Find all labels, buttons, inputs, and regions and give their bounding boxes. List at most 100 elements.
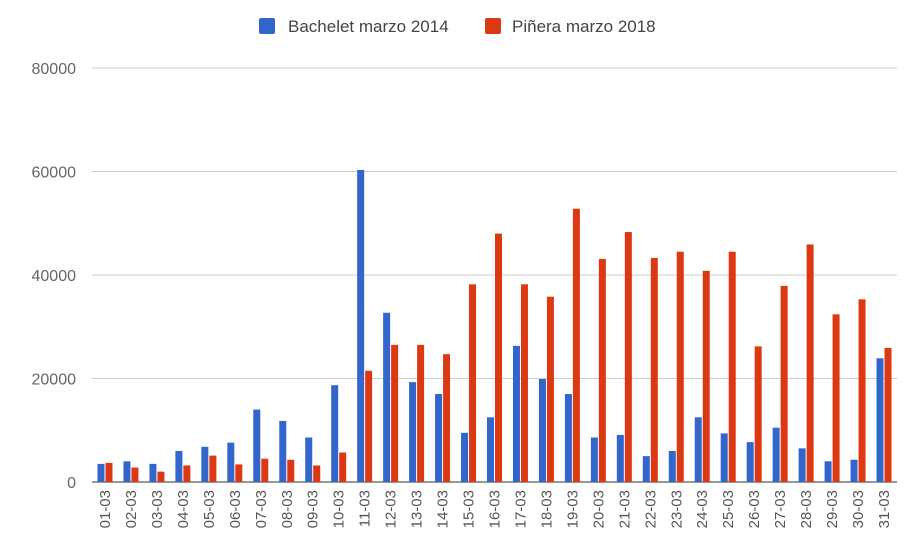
x-tick-label: 08-03 bbox=[279, 490, 296, 528]
x-tick-label: 02-03 bbox=[123, 490, 140, 528]
bar-bachelet-18-03 bbox=[538, 379, 546, 482]
bar-bachelet-16-03 bbox=[487, 417, 494, 482]
y-axis-ticks: 0 20000 40000 60000 80000 bbox=[32, 61, 77, 492]
legend: Bachelet marzo 2014 Piñera marzo 2018 bbox=[259, 17, 656, 36]
bar-bachelet-05-03 bbox=[201, 446, 209, 482]
x-tick-label: 15-03 bbox=[461, 490, 478, 528]
bar-bachelet-26-03 bbox=[746, 442, 754, 482]
legend-label-bachelet: Bachelet marzo 2014 bbox=[288, 17, 449, 36]
bar-bachelet-30-03 bbox=[850, 459, 858, 482]
bar-bachelet-12-03 bbox=[383, 312, 391, 482]
bar-pinera-12-03 bbox=[391, 344, 399, 482]
bar-pinera-28-03 bbox=[806, 244, 814, 482]
legend-label-pinera: Piñera marzo 2018 bbox=[512, 17, 656, 36]
bar-bachelet-10-03 bbox=[331, 385, 339, 482]
x-tick-label: 24-03 bbox=[694, 490, 711, 528]
bar-bachelet-04-03 bbox=[175, 450, 183, 482]
bar-pinera-31-03 bbox=[884, 347, 892, 482]
bar-bachelet-07-03 bbox=[253, 409, 261, 482]
x-tick-label: 14-03 bbox=[435, 490, 452, 528]
bar-pinera-08-03 bbox=[287, 459, 295, 482]
x-tick-label: 18-03 bbox=[538, 490, 555, 528]
legend-swatch-bachelet bbox=[259, 18, 275, 34]
bar-bachelet-20-03 bbox=[590, 437, 598, 482]
bar-pinera-17-03 bbox=[520, 284, 528, 482]
bar-bachelet-21-03 bbox=[616, 434, 624, 482]
x-tick-label: 04-03 bbox=[175, 490, 192, 528]
x-tick-label: 05-03 bbox=[201, 490, 218, 528]
y-tick-label: 0 bbox=[67, 475, 76, 492]
bar-bachelet-29-03 bbox=[824, 461, 832, 482]
bar-bachelet-06-03 bbox=[227, 442, 235, 482]
x-tick-label: 27-03 bbox=[772, 490, 789, 528]
x-tick-label: 23-03 bbox=[668, 490, 685, 528]
x-tick-label: 31-03 bbox=[876, 490, 893, 528]
x-tick-label: 17-03 bbox=[512, 490, 529, 528]
y-tick-label: 80000 bbox=[32, 61, 77, 78]
bar-pinera-29-03 bbox=[832, 314, 840, 482]
bar-pinera-19-03 bbox=[572, 208, 580, 482]
bar-bachelet-01-03 bbox=[97, 463, 105, 482]
bar-bachelet-02-03 bbox=[123, 461, 131, 482]
bar-pinera-15-03 bbox=[469, 284, 477, 482]
y-tick-label: 40000 bbox=[32, 268, 77, 285]
x-tick-label: 30-03 bbox=[850, 490, 867, 528]
x-tick-label: 10-03 bbox=[331, 490, 348, 528]
bar-bachelet-11-03 bbox=[357, 169, 365, 482]
bar-pinera-09-03 bbox=[313, 465, 321, 482]
bar-pinera-22-03 bbox=[650, 257, 658, 482]
bar-bachelet-19-03 bbox=[564, 394, 572, 482]
bar-pinera-16-03 bbox=[495, 233, 502, 482]
x-tick-label: 12-03 bbox=[383, 490, 400, 528]
bar-pinera-26-03 bbox=[754, 346, 762, 482]
bar-bachelet-14-03 bbox=[435, 394, 443, 482]
bar-bachelet-28-03 bbox=[798, 448, 806, 482]
x-tick-label: 25-03 bbox=[720, 490, 737, 528]
bar-bachelet-13-03 bbox=[409, 382, 417, 482]
bar-bachelet-31-03 bbox=[876, 358, 884, 482]
bar-bachelet-22-03 bbox=[642, 456, 650, 482]
x-tick-label: 09-03 bbox=[305, 490, 322, 528]
y-tick-label: 60000 bbox=[32, 165, 77, 182]
x-tick-label: 20-03 bbox=[590, 490, 607, 528]
bar-pinera-27-03 bbox=[780, 285, 788, 482]
x-tick-label: 06-03 bbox=[227, 490, 244, 528]
x-tick-label: 03-03 bbox=[149, 490, 166, 528]
bar-bachelet-24-03 bbox=[694, 417, 702, 482]
bar-pinera-01-03 bbox=[105, 462, 113, 482]
bars bbox=[97, 169, 892, 482]
bar-pinera-24-03 bbox=[702, 270, 710, 482]
x-tick-label: 16-03 bbox=[487, 490, 504, 528]
bar-pinera-30-03 bbox=[858, 299, 866, 482]
bar-pinera-05-03 bbox=[209, 455, 217, 482]
bar-pinera-10-03 bbox=[339, 452, 347, 482]
bar-pinera-18-03 bbox=[546, 296, 554, 482]
bar-bachelet-17-03 bbox=[512, 345, 520, 482]
bar-pinera-21-03 bbox=[624, 232, 632, 482]
bar-pinera-04-03 bbox=[183, 465, 191, 482]
bar-bachelet-03-03 bbox=[149, 463, 157, 482]
x-tick-label: 22-03 bbox=[642, 490, 659, 528]
x-tick-label: 21-03 bbox=[616, 490, 633, 528]
bar-bachelet-09-03 bbox=[305, 437, 313, 482]
bar-pinera-14-03 bbox=[443, 354, 451, 482]
y-tick-label: 20000 bbox=[32, 372, 77, 389]
x-tick-label: 13-03 bbox=[409, 490, 426, 528]
x-tick-label: 28-03 bbox=[798, 490, 815, 528]
bar-bachelet-25-03 bbox=[720, 433, 728, 482]
bar-bachelet-15-03 bbox=[461, 432, 469, 482]
bar-bachelet-08-03 bbox=[279, 420, 287, 482]
bar-bachelet-27-03 bbox=[772, 427, 780, 482]
x-tick-label: 11-03 bbox=[357, 490, 374, 527]
bar-pinera-25-03 bbox=[728, 251, 736, 482]
bar-pinera-13-03 bbox=[417, 344, 425, 482]
x-tick-label: 26-03 bbox=[746, 490, 763, 528]
x-axis-ticks: 01-03 02-03 03-03 04-03 05-03 06-03 07-03 08-03… bbox=[97, 490, 893, 528]
x-tick-label: 07-03 bbox=[253, 490, 270, 528]
x-tick-label: 29-03 bbox=[824, 490, 841, 528]
bar-pinera-23-03 bbox=[676, 251, 684, 482]
bar-pinera-03-03 bbox=[157, 471, 165, 482]
bar-bachelet-23-03 bbox=[668, 450, 676, 482]
